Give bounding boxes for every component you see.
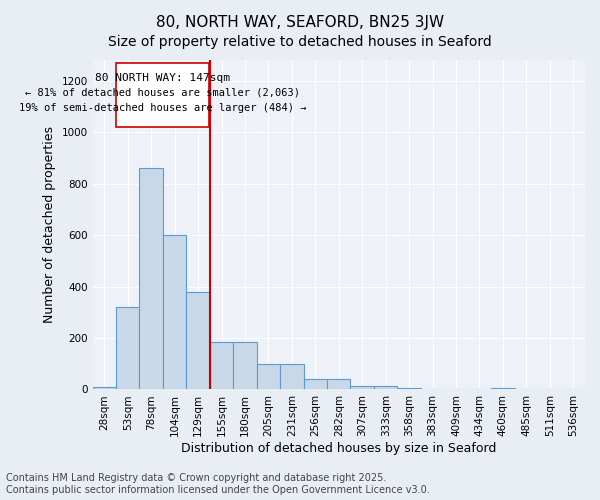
Bar <box>163 235 187 390</box>
Bar <box>350 386 374 390</box>
Bar <box>397 388 421 390</box>
Bar <box>210 342 233 390</box>
Bar <box>116 307 139 390</box>
Bar <box>304 379 327 390</box>
Bar <box>139 168 163 390</box>
Bar <box>233 342 257 390</box>
Bar <box>374 386 397 390</box>
Y-axis label: Number of detached properties: Number of detached properties <box>43 126 56 323</box>
X-axis label: Distribution of detached houses by size in Seaford: Distribution of detached houses by size … <box>181 442 496 455</box>
Bar <box>280 364 304 390</box>
Text: Size of property relative to detached houses in Seaford: Size of property relative to detached ho… <box>108 35 492 49</box>
Bar <box>491 388 515 390</box>
Bar <box>92 387 116 390</box>
Text: 80 NORTH WAY: 147sqm: 80 NORTH WAY: 147sqm <box>95 73 230 83</box>
Bar <box>187 292 210 390</box>
Text: ← 81% of detached houses are smaller (2,063)
19% of semi-detached houses are lar: ← 81% of detached houses are smaller (2,… <box>19 87 307 112</box>
FancyBboxPatch shape <box>116 62 209 127</box>
Bar <box>327 379 350 390</box>
Text: Contains HM Land Registry data © Crown copyright and database right 2025.
Contai: Contains HM Land Registry data © Crown c… <box>6 474 430 495</box>
Bar <box>257 364 280 390</box>
Text: 80, NORTH WAY, SEAFORD, BN25 3JW: 80, NORTH WAY, SEAFORD, BN25 3JW <box>156 15 444 30</box>
